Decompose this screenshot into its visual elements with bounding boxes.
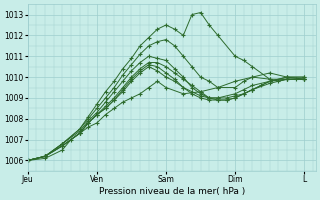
X-axis label: Pression niveau de la mer( hPa ): Pression niveau de la mer( hPa ) <box>99 187 245 196</box>
